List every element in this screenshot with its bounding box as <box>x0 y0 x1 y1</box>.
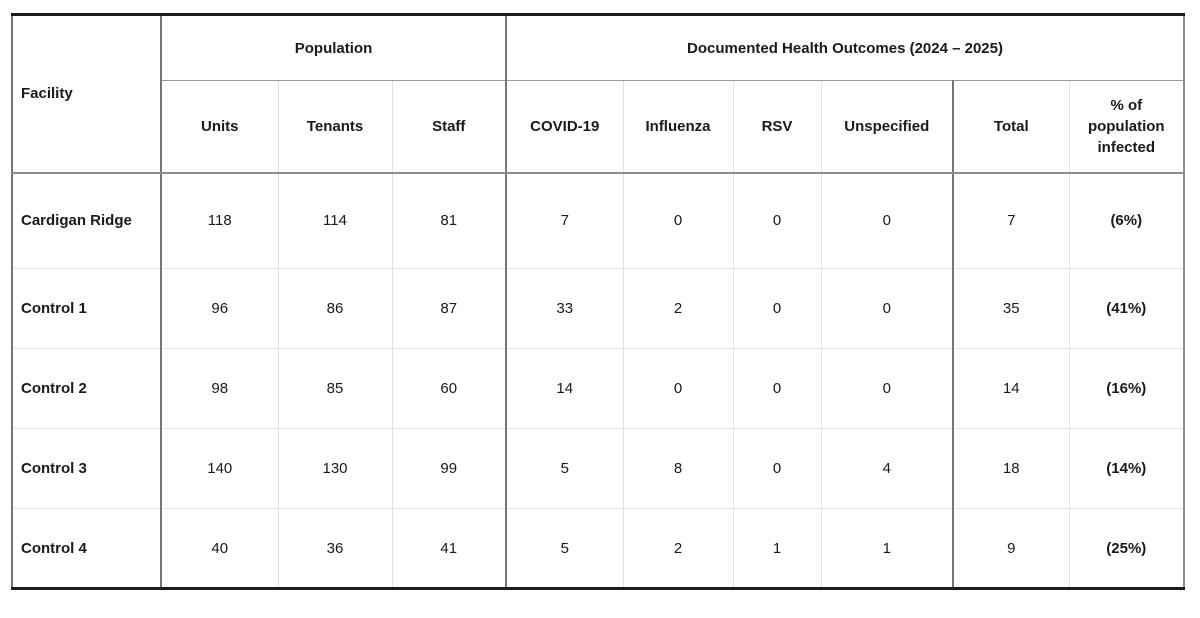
column-header-row: Units Tenants Staff COVID-19 Influenza R… <box>12 80 1185 174</box>
staff-cell: 87 <box>392 268 507 349</box>
tenants-column-header: Tenants <box>278 80 393 174</box>
staff-cell: 99 <box>392 428 507 509</box>
covid19-cell: 14 <box>506 348 624 429</box>
total-cell: 14 <box>953 348 1070 429</box>
covid19-cell: 5 <box>506 428 624 509</box>
population-group-header: Population <box>161 14 507 81</box>
covid19-cell: 33 <box>506 268 624 349</box>
total-cell: 7 <box>953 172 1070 269</box>
group-header-row: Facility Population Documented Health Ou… <box>12 14 1185 174</box>
total-cell: 35 <box>953 268 1070 349</box>
pct-infected-cell: (41%) <box>1069 268 1185 349</box>
unspecified-column-header: Unspecified <box>821 80 954 174</box>
tenants-cell: 36 <box>278 508 393 589</box>
table-row: Control 2 98 85 60 14 0 0 0 14 (16%) <box>12 348 1185 429</box>
pct-infected-cell: (25%) <box>1069 508 1185 589</box>
covid19-cell: 5 <box>506 508 624 589</box>
units-cell: 96 <box>161 268 279 349</box>
table-body: Cardigan Ridge 118 114 81 7 0 0 0 7 (6%) Control 1… <box>12 172 1185 589</box>
units-column-header: Units <box>161 80 279 174</box>
unspecified-cell: 0 <box>821 268 954 349</box>
facility-column-header: Facility <box>12 14 162 174</box>
table-row: Control 3 140 130 99 5 8 0 4 18 (14%) <box>12 428 1185 509</box>
facility-health-outcomes-table: Facility Population Documented Health Ou… <box>11 13 1186 590</box>
table-row: Control 1 96 86 87 33 2 0 0 35 (41%) <box>12 268 1185 349</box>
total-column-header: Total <box>953 80 1070 174</box>
staff-cell: 81 <box>392 172 507 269</box>
rsv-column-header: RSV <box>733 80 822 174</box>
influenza-cell: 0 <box>623 348 734 429</box>
total-cell: 9 <box>953 508 1070 589</box>
rsv-cell: 0 <box>733 268 822 349</box>
staff-column-header: Staff <box>392 80 507 174</box>
unspecified-cell: 4 <box>821 428 954 509</box>
influenza-cell: 8 <box>623 428 734 509</box>
rsv-cell: 0 <box>733 172 822 269</box>
pct-infected-cell: (6%) <box>1069 172 1185 269</box>
influenza-column-header: Influenza <box>623 80 734 174</box>
facility-cell: Control 1 <box>12 268 162 349</box>
table-row: Cardigan Ridge 118 114 81 7 0 0 0 7 (6%) <box>12 172 1185 269</box>
table-header: Facility Population Documented Health Ou… <box>12 14 1185 174</box>
facility-cell: Cardigan Ridge <box>12 172 162 269</box>
rsv-cell: 0 <box>733 348 822 429</box>
unspecified-cell: 0 <box>821 172 954 269</box>
facility-cell: Control 4 <box>12 508 162 589</box>
rsv-cell: 0 <box>733 428 822 509</box>
facility-cell: Control 3 <box>12 428 162 509</box>
influenza-cell: 2 <box>623 268 734 349</box>
influenza-cell: 0 <box>623 172 734 269</box>
tenants-cell: 114 <box>278 172 393 269</box>
pct-infected-column-header: % of population infected <box>1069 80 1185 174</box>
units-cell: 118 <box>161 172 279 269</box>
total-cell: 18 <box>953 428 1070 509</box>
units-cell: 98 <box>161 348 279 429</box>
tenants-cell: 85 <box>278 348 393 429</box>
outcomes-group-header: Documented Health Outcomes (2024 – 2025) <box>506 14 1185 81</box>
rsv-cell: 1 <box>733 508 822 589</box>
pct-infected-cell: (16%) <box>1069 348 1185 429</box>
unspecified-cell: 0 <box>821 348 954 429</box>
unspecified-cell: 1 <box>821 508 954 589</box>
tenants-cell: 130 <box>278 428 393 509</box>
tenants-cell: 86 <box>278 268 393 349</box>
staff-cell: 60 <box>392 348 507 429</box>
facility-cell: Control 2 <box>12 348 162 429</box>
staff-cell: 41 <box>392 508 507 589</box>
covid19-column-header: COVID-19 <box>506 80 624 174</box>
units-cell: 40 <box>161 508 279 589</box>
units-cell: 140 <box>161 428 279 509</box>
influenza-cell: 2 <box>623 508 734 589</box>
covid19-cell: 7 <box>506 172 624 269</box>
table-row: Control 4 40 36 41 5 2 1 1 9 (25%) <box>12 508 1185 589</box>
pct-infected-cell: (14%) <box>1069 428 1185 509</box>
